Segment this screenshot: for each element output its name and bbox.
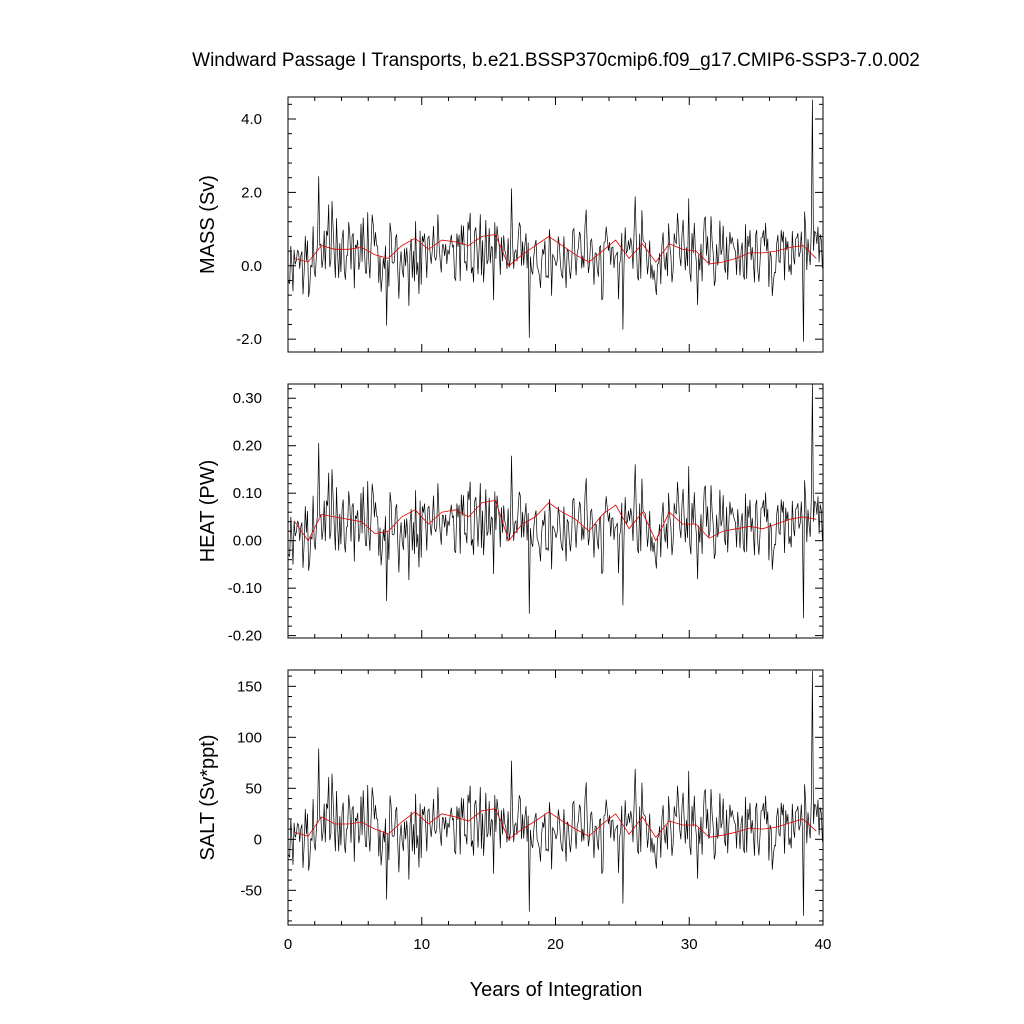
y-tick-label: 2.0 xyxy=(241,184,262,201)
raw-series-line xyxy=(288,383,823,619)
x-tick-label: 0 xyxy=(284,936,292,953)
x-tick-label: 30 xyxy=(681,936,698,953)
x-tick-label: 10 xyxy=(413,936,430,953)
panels-group: -2.0 0.0 2.0 4.0 MASS (Sv) -0.20 -0.10 0.00 0.10… xyxy=(197,96,832,953)
y-tick-label: 0.30 xyxy=(233,390,262,407)
y-tick-label: -0.10 xyxy=(228,580,262,597)
x-axis-label: Years of Integration xyxy=(470,979,643,1001)
y-tick-label: -2.0 xyxy=(236,331,262,348)
raw-series-line xyxy=(288,670,823,916)
panel-mass: -2.0 0.0 2.0 4.0 MASS (Sv) xyxy=(197,96,824,353)
smoothed-series-line xyxy=(294,234,817,267)
y-tick-label: 50 xyxy=(245,780,262,797)
smoothed-series-line xyxy=(294,499,817,542)
y-axis-label: SALT (Sv*ppt) xyxy=(197,735,219,861)
y-tick-label: -50 xyxy=(240,882,262,899)
y-tick-label: 0.10 xyxy=(233,485,262,502)
y-tick-label: 4.0 xyxy=(241,111,262,128)
y-tick-label: 0 xyxy=(254,831,262,848)
chart-title: Windward Passage I Transports, b.e21.BSS… xyxy=(192,50,920,71)
y-axis-label: HEAT (PW) xyxy=(197,460,219,563)
y-tick-label: 150 xyxy=(237,678,262,695)
y-tick-label: 0.00 xyxy=(233,533,262,550)
smoothed-series-line xyxy=(294,808,817,840)
panel-heat: -0.20 -0.10 0.00 0.10 0.20 0.30 HEAT (PW) xyxy=(197,383,824,645)
y-tick-label: 0.0 xyxy=(241,258,262,275)
y-tick-label: 0.20 xyxy=(233,438,262,455)
y-tick-label: 100 xyxy=(237,729,262,746)
y-tick-label: -0.20 xyxy=(228,628,262,645)
y-axis-label: MASS (Sv) xyxy=(197,175,219,274)
panel-salt: 0 10 20 30 40 -50 0 50 100 150 SALT (Sv*ppt) xyxy=(197,669,832,953)
raw-series-line xyxy=(288,99,823,342)
x-tick-label: 40 xyxy=(815,936,832,953)
x-tick-label: 20 xyxy=(547,936,564,953)
